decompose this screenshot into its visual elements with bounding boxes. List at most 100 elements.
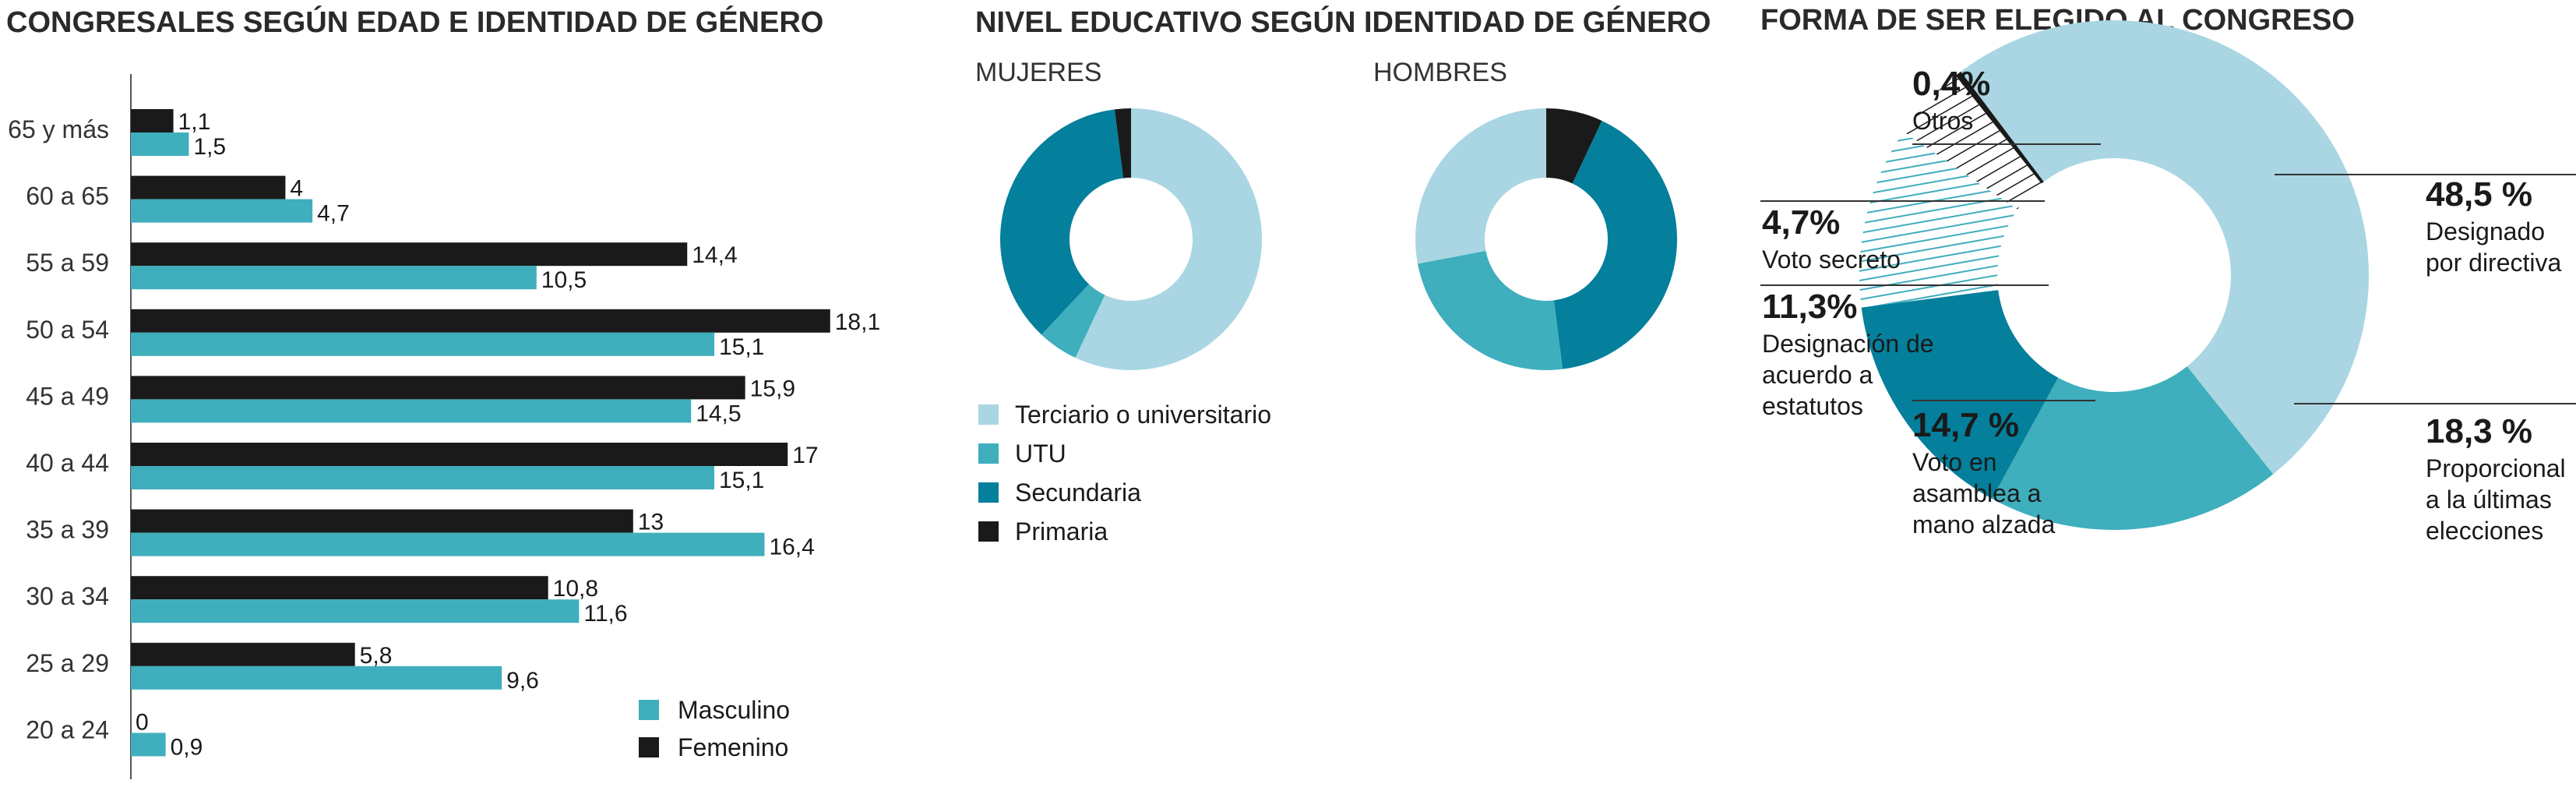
value-label-femenino-25-a-29: 5,8 [360,643,393,669]
label-desc-proporcional-2: a la últimas [2426,486,2552,514]
bar-masculino-25-a-29 [131,666,502,690]
bar-masculino-65-y-mas [131,132,189,156]
label-desc-asamblea-1: Voto en [1912,448,1997,476]
election-method-donut [1859,20,2369,530]
label-pct-estatutos: 11,3% [1762,288,1857,326]
value-label-masculino-60-a-65: 4,7 [317,201,350,227]
label-pct-directiva: 48,5 % [2426,175,2532,214]
bar-masculino-30-a-34 [131,599,580,623]
value-label-femenino-65-y-mas: 1,1 [178,109,211,135]
slice-terciario-o-universitario [1415,108,1546,264]
label-pct-secreto: 4,7% [1762,203,1840,242]
category-label-20-a-24: 20 a 24 [26,715,109,743]
category-label-35-a-39: 35 a 39 [26,516,109,544]
slice-utu [1041,284,1105,358]
bar-masculino-55-a-59 [131,266,537,290]
label-desc-estatutos-2: acuerdo a [1762,361,1873,389]
bar-femenino-25-a-29 [131,642,355,666]
legend-swatch-terciario-o-universitario [978,404,999,425]
legend-swatch-secundaria [978,482,999,503]
category-label-55-a-59: 55 a 59 [26,249,109,277]
legend-swatch-primaria [978,521,999,542]
legend-label-terciario-o-universitario: Terciario o universitario [1015,401,1271,429]
value-label-femenino-40-a-44: 17 [792,443,818,468]
label-desc-asamblea-3: mano alzada [1912,510,2055,539]
men-education-donut [1415,108,1678,371]
bar-masculino-20-a-24 [131,733,166,757]
bar-femenino-60-a-65 [131,175,286,200]
value-label-femenino-60-a-65: 4 [290,176,303,202]
bar-femenino-40-a-44 [131,443,788,466]
bar-masculino-40-a-44 [131,466,714,489]
bar-femenino-55-a-59 [131,242,688,267]
value-label-masculino-45-a-49: 14,5 [696,401,741,426]
label-desc-directiva-2: por directiva [2426,249,2562,277]
bar-masculino-50-a-54 [131,332,714,356]
legend-label-masculino: Masculino [678,696,790,724]
category-label-50-a-54: 50 a 54 [26,316,109,344]
slice-secundaria [1553,120,1678,369]
legend-swatch-utu [978,443,999,464]
election-labels: 0,4% Otros 4,7% Voto secreto 11,3% Designació… [1760,65,2576,545]
label-desc-asamblea-2: asamblea a [1912,479,2042,507]
bar-femenino-65-y-mas [131,109,174,132]
women-subtitle: MUJERES [975,58,1101,87]
label-desc-estatutos-3: estatutos [1762,392,1863,420]
value-label-masculino-65-y-mas: 1,5 [193,134,226,160]
label-desc-secreto-1: Voto secreto [1762,245,1901,274]
slice-primaria [1546,108,1602,184]
label-desc-proporcional-3: elecciones [2426,517,2543,545]
value-label-masculino-50-a-54: 15,1 [719,334,764,360]
slice-terciario-o-universitario [1075,108,1262,370]
slice-utu [1417,250,1563,371]
slice-directiva [1961,20,2369,475]
category-label-25-a-29: 25 a 29 [26,649,109,677]
bar-femenino-35-a-39 [131,509,633,533]
legend-label-utu: UTU [1015,440,1066,468]
label-desc-directiva-1: Designado [2426,217,2545,245]
slice-primaria [1114,108,1131,178]
age-bar-chart: 65 y más 1,11,5 60 a 65 4 4,7 55 a 59 14,4 10,5… [8,74,880,779]
bar-masculino-45-a-49 [131,399,692,423]
category-label-60-a-65: 60 a 65 [26,182,109,210]
men-subtitle: HOMBRES [1373,58,1507,87]
label-pct-proporcional: 18,3 % [2426,412,2532,450]
bar-femenino-45-a-49 [131,376,745,400]
category-label-30-a-34: 30 a 34 [26,582,109,610]
category-label-40-a-44: 40 a 44 [26,449,109,477]
value-label-masculino-20-a-24: 0,9 [171,734,203,760]
legend-swatch-masculino [639,700,659,720]
legend-label-secundaria: Secundaria [1015,478,1141,507]
bar-masculino-60-a-65 [131,199,313,223]
value-label-femenino-45-a-49: 15,9 [750,376,795,401]
value-label-masculino-25-a-29: 9,6 [506,668,539,694]
label-pct-otros: 0,4% [1912,65,1990,103]
bar-femenino-50-a-54 [131,309,830,333]
value-label-masculino-55-a-59: 10,5 [541,267,587,293]
category-label-45-a-49: 45 a 49 [26,382,109,410]
bar-masculino-35-a-39 [131,532,765,556]
slice-secundaria [1000,109,1124,335]
label-desc-proporcional-1: Proporcional [2426,454,2566,482]
value-label-femenino-50-a-54: 18,1 [835,309,880,335]
value-label-masculino-40-a-44: 15,1 [719,468,764,493]
slice-proporcional [1992,366,2274,530]
legend-label-femenino: Femenino [678,733,788,761]
value-label-femenino-55-a-59: 14,4 [692,242,737,268]
value-label-masculino-30-a-34: 11,6 [583,601,627,627]
label-desc-estatutos-1: Designación de [1762,330,1934,358]
legend-label-primaria: Primaria [1015,517,1108,546]
value-label-femenino-20-a-24: 0 [136,709,149,735]
label-desc-otros-1: Otros [1912,107,1973,135]
legend-swatch-femenino [639,737,659,757]
label-pct-asamblea: 14,7 % [1912,406,2019,444]
slice-otros [1955,71,2044,184]
value-label-masculino-35-a-39: 16,4 [769,535,814,560]
slice-estatutos [1859,131,2018,308]
age-chart-title: CONGRESALES SEGÚN EDAD E IDENTIDAD DE GÉ… [6,5,823,39]
bar-femenino-30-a-34 [131,576,548,600]
value-label-femenino-35-a-39: 13 [638,510,664,535]
women-education-donut [1000,108,1262,370]
